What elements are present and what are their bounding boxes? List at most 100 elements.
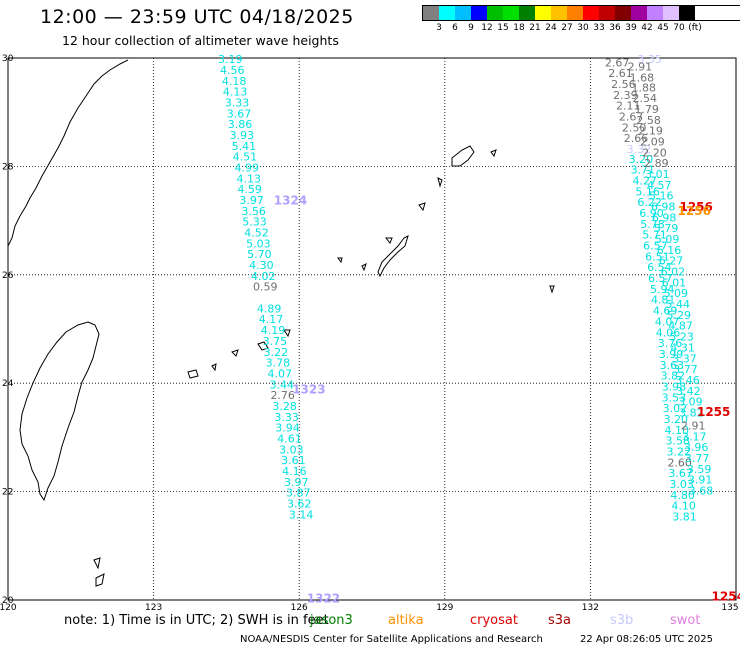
wave-height-label: 3.28 [272, 400, 297, 413]
wave-height-label: 3.75 [263, 335, 288, 348]
wave-height-label: 3.56 [241, 205, 266, 218]
wave-height-label: 4.16 [282, 465, 307, 478]
wave-height-label: 4.57 [647, 179, 672, 192]
wave-height-label: 4.18 [222, 75, 247, 88]
legend-tick: 24 [545, 23, 557, 33]
wave-height-label: 4.87 [668, 320, 693, 333]
wave-height-label: 3.19 [218, 53, 243, 66]
map-grid: 120 123 126 129 132 135 30 28 26 24 22 20 [0, 54, 739, 613]
wave-height-label: 3.67 [227, 107, 252, 120]
wave-height-label: 3.86 [228, 118, 253, 131]
wave-height-label: 4.30 [249, 259, 274, 272]
page-subtitle: 12 hour collection of altimeter wave hei… [62, 33, 339, 48]
wave-height-label: 3.33 [274, 411, 299, 424]
wave-height-label: 3.81 [672, 511, 697, 524]
wave-height-label: 3.82 [679, 406, 704, 419]
wave-height-label: 3.77 [673, 363, 698, 376]
wave-height-label: 3.35 [637, 53, 662, 66]
legend-tick: 6 [452, 23, 458, 33]
wave-height-label: 5.16 [649, 190, 674, 203]
lat-label: 24 [2, 379, 14, 389]
satellite-label-jason3: jason3 [310, 613, 353, 628]
wave-height-label: 4.06 [656, 326, 681, 339]
map-frame [7, 57, 737, 601]
wave-height-label: 2.66 [624, 132, 649, 145]
wave-height-label: 2.67 [619, 111, 644, 124]
wave-height-label: 3.02 [663, 402, 688, 415]
legend-tick: 3 [436, 23, 442, 33]
legend-tick: 27 [561, 23, 573, 33]
legend-swatch [535, 6, 551, 20]
wave-height-label: 2.60 [667, 456, 692, 469]
wave-height-label: 5.03 [246, 237, 271, 250]
satellite-label-s3a: s3a [548, 613, 572, 628]
pass-time-label: 1254 [712, 590, 740, 604]
wave-height-label: 3.87 [286, 487, 311, 500]
lon-label: 129 [436, 603, 453, 613]
island-small-4 [418, 202, 426, 212]
wave-height-label: 5.29 [666, 309, 691, 322]
wave-height-label: 3.61 [281, 454, 306, 467]
wave-height-label: 5.94 [650, 283, 675, 296]
wave-height-label: 1.79 [634, 103, 659, 116]
wave-height-label: 5.16 [635, 185, 660, 198]
wave-height-label: 3.76 [658, 337, 683, 350]
wave-height-label: 4.31 [670, 341, 695, 354]
wave-height-label: 4.61 [277, 432, 302, 445]
wave-height-label: 3.97 [239, 194, 264, 207]
wave-height-label: 6.22 [637, 196, 662, 209]
wave-height-label: 1.68 [630, 72, 655, 85]
legend-tick: 33 [593, 23, 605, 33]
wave-height-label: 3.46 [675, 374, 700, 387]
lon-label: 135 [721, 603, 738, 613]
legend-swatch [503, 6, 519, 20]
wave-height-label: 4.02 [251, 270, 276, 283]
wave-height-label: 2.91 [681, 419, 706, 432]
wave-height-label: 3.78 [266, 357, 291, 370]
wave-height-label: 5.70 [247, 248, 272, 261]
legend-tick: 12 [481, 23, 493, 33]
wave-height-label: 3.14 [289, 508, 314, 521]
legend-swatch [631, 6, 647, 20]
wave-height-label: 6.02 [661, 266, 686, 279]
legend-swatch [583, 6, 599, 20]
wave-height-label: 4.10 [665, 424, 690, 437]
legend-tick: 21 [529, 23, 541, 33]
wave-height-label: 4.19 [261, 324, 286, 337]
legend-tick-labels: 3 6 9 12 15 18 21 24 27 30 33 36 39 42 45 70 (ft) [422, 21, 740, 35]
wave-height-label: 4.99 [235, 161, 260, 174]
island-miyako [283, 329, 291, 338]
lon-label: 120 [0, 603, 17, 613]
pass-time-label: 1256 [679, 200, 712, 214]
wave-height-label: 2.11 [616, 100, 641, 113]
legend-swatch [567, 6, 583, 20]
wave-height-label: 3.44 [269, 378, 294, 391]
island-small-2 [95, 573, 105, 587]
footer-timestamp: 22 Apr 08:26:05 UTC 2025 [580, 634, 713, 645]
wave-height-label: 2.20 [642, 146, 667, 159]
wave-height-label: 3.20 [629, 153, 654, 166]
wave-height-label: 3.96 [684, 441, 709, 454]
legend-tick: 9 [468, 23, 474, 33]
lon-label: 123 [145, 603, 162, 613]
lat-label: 22 [2, 488, 13, 498]
satellite-label-cryosat: cryosat [470, 613, 518, 628]
wave-height-label: 4.51 [233, 151, 258, 164]
page-title: 12:00 — 23:59 UTC 04/18/2025 [40, 6, 354, 28]
island-amami [451, 145, 475, 167]
taiwan-outline [19, 321, 100, 502]
wave-height-label: 3.62 [287, 498, 312, 511]
island-small-6 [384, 237, 393, 244]
wave-height-label: 6.01 [662, 276, 687, 289]
lat-label: 28 [2, 162, 14, 172]
pass-time-label: 1323 [292, 383, 325, 397]
wave-height-label: 3.09 [678, 396, 703, 409]
wave-height-label: 2.89 [644, 157, 669, 170]
wave-height-label: 3.99 [659, 348, 684, 361]
wave-height-label: 5.44 [666, 298, 691, 311]
coastline [7, 59, 555, 587]
legend-swatch [439, 6, 455, 20]
wave-height-label: 3.17 [682, 430, 707, 443]
legend-swatch [663, 6, 679, 20]
